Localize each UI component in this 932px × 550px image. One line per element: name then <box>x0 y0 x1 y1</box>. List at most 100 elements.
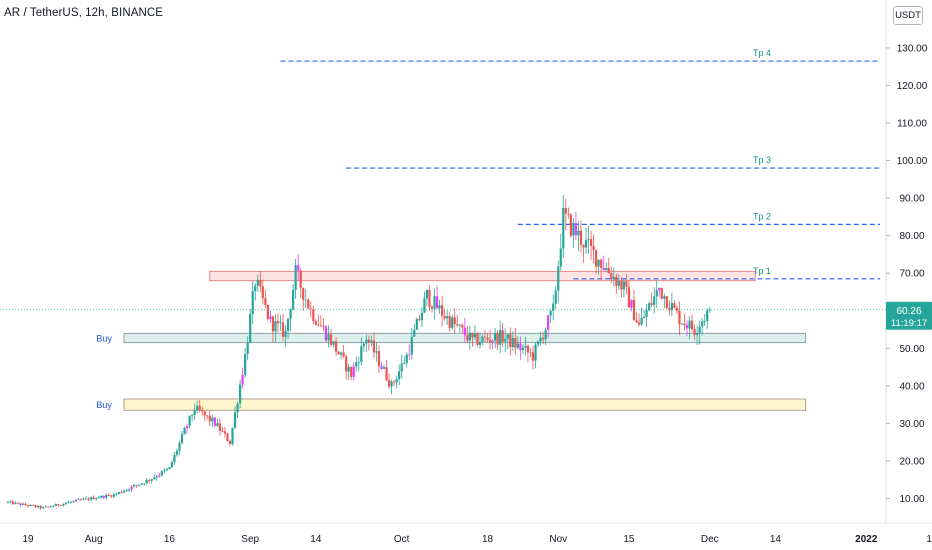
candle-body <box>569 214 572 236</box>
candle-body <box>655 290 658 297</box>
candle-body <box>319 325 322 327</box>
candle-body <box>322 326 325 327</box>
candle-body <box>658 287 661 291</box>
candle-body <box>223 431 227 434</box>
candle-body <box>516 343 519 348</box>
candle-body <box>410 336 413 355</box>
candle-body <box>107 495 110 496</box>
target-label: Tp 1 <box>753 266 771 276</box>
candle-body <box>274 321 277 332</box>
candle-body <box>307 299 310 309</box>
candle-body <box>140 483 143 485</box>
y-tick-label: 10.00 <box>899 494 924 505</box>
candle-body <box>370 340 373 343</box>
currency-button[interactable]: USDT <box>893 6 923 25</box>
target-label: Tp 3 <box>753 155 771 165</box>
candle-body <box>524 345 527 348</box>
candle-body <box>680 323 684 325</box>
candle-body <box>428 289 431 307</box>
candle-body <box>612 276 615 280</box>
candle-body <box>574 222 578 236</box>
candle-body <box>294 265 297 290</box>
candle-body <box>597 259 600 267</box>
candle-body <box>420 312 423 321</box>
candle-body <box>665 296 668 308</box>
candle-body <box>127 489 131 491</box>
zone-label: Buy <box>96 400 112 410</box>
y-tick-label: 40.00 <box>899 381 924 392</box>
zone-rect <box>209 270 756 282</box>
candle-body <box>244 353 247 375</box>
candle-body <box>90 497 93 500</box>
candle-body <box>334 341 338 352</box>
candle-body <box>675 307 679 311</box>
candle-body <box>276 321 280 324</box>
candle-body <box>259 279 262 287</box>
candle-body <box>175 450 179 455</box>
candle-body <box>44 506 47 508</box>
candle-body <box>456 324 459 326</box>
candle-body <box>117 492 120 494</box>
candle-body <box>327 334 330 341</box>
target-label: Tp 2 <box>753 211 771 221</box>
candle-body <box>627 286 631 308</box>
y-tick-label: 20.00 <box>899 456 924 467</box>
candle-body <box>69 501 73 503</box>
candle-body <box>418 319 421 321</box>
candle-body <box>236 403 239 413</box>
candle-body <box>254 285 257 292</box>
candle-body <box>562 207 565 249</box>
candle-body <box>312 309 315 322</box>
candle-body <box>542 337 545 340</box>
candle-body <box>324 326 328 341</box>
candle-body <box>110 495 113 497</box>
x-tick-label: 14 <box>310 534 322 545</box>
y-tick-label: 110.00 <box>897 119 927 130</box>
candle-body <box>415 319 418 330</box>
candle-body <box>506 334 509 339</box>
x-tick-label: Nov <box>549 534 567 545</box>
candle-body <box>39 505 42 509</box>
candle-body <box>693 329 696 335</box>
candle-body <box>496 333 499 345</box>
candle-body <box>196 405 199 411</box>
candle-body <box>367 339 370 343</box>
candle-body <box>188 415 191 427</box>
candle-body <box>49 506 52 508</box>
candle-body <box>463 327 466 336</box>
candle-body <box>148 479 151 481</box>
candle-body <box>393 381 396 383</box>
candle-body <box>281 322 285 337</box>
candle-body <box>87 498 90 500</box>
candle-body <box>430 306 434 309</box>
candle-body <box>201 410 204 412</box>
candle-body <box>112 494 115 497</box>
x-tick-label: Sep <box>241 534 259 545</box>
candle-body <box>292 289 295 310</box>
candle-body <box>622 281 625 290</box>
candle-body <box>539 337 542 342</box>
candle-body <box>206 415 209 417</box>
candle-body <box>329 334 333 345</box>
candle-body <box>256 279 259 286</box>
candle-body <box>678 310 681 325</box>
candle-body <box>180 434 184 443</box>
candle-body <box>635 320 638 323</box>
y-tick-label: 70.00 <box>899 269 924 280</box>
candle-body <box>284 330 287 337</box>
candle-body <box>519 343 522 351</box>
candle-body <box>102 495 105 498</box>
target-label: Tp 4 <box>753 48 771 58</box>
x-tick-label: 14 <box>770 534 782 545</box>
candle-body <box>451 317 454 328</box>
y-tick-label: 30.00 <box>899 419 924 430</box>
candle-body <box>239 384 242 404</box>
candle-body <box>213 417 216 426</box>
candle-body <box>438 305 441 309</box>
candle-body <box>299 270 302 288</box>
candle-body <box>446 316 449 319</box>
candle-body <box>514 337 517 348</box>
candle-body <box>453 317 456 325</box>
